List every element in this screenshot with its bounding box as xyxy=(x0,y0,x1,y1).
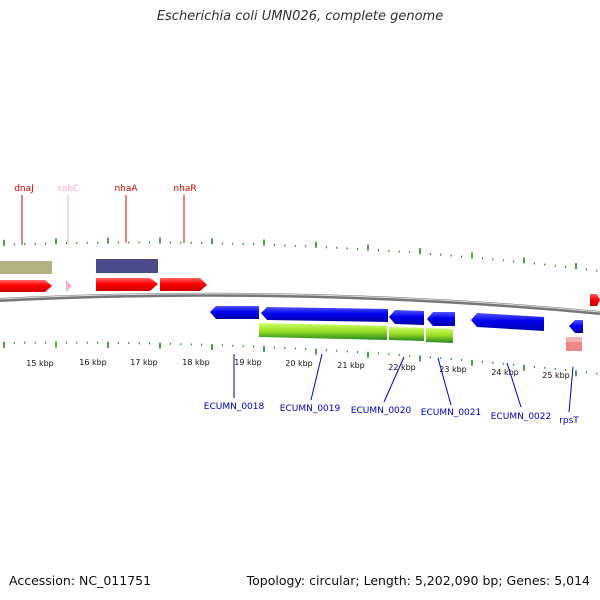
gene-ECUMN-0021-arrow[interactable] xyxy=(427,312,455,326)
lime-feature-block-1[interactable] xyxy=(259,323,387,340)
bottom-gene-labels: ECUMN_0018 ECUMN_0019 ECUMN_0020 ECUMN_0… xyxy=(204,353,579,426)
gene-label-sokC[interactable]: sokC xyxy=(57,184,79,194)
gene-dnaJ-arrow[interactable] xyxy=(0,280,52,292)
top-gene-labels: dnaJ sokC nhaA nhaR xyxy=(14,184,197,245)
leader-line xyxy=(506,362,522,408)
lime-feature-block-3[interactable] xyxy=(426,328,453,343)
gene-label-ECUMN-0020[interactable]: ECUMN_0020 xyxy=(351,406,412,416)
genome-backbone xyxy=(0,292,600,315)
lime-feature-block-2[interactable] xyxy=(389,327,424,341)
accession-text: Accession: NC_011751 xyxy=(9,573,152,588)
pink-feature-block-highlight xyxy=(566,337,582,342)
outer-tick-row xyxy=(3,237,598,272)
gene-edge-red-arrow[interactable] xyxy=(590,294,600,306)
scale-label: 17 kbp xyxy=(130,358,158,367)
leader-line xyxy=(310,353,323,401)
gene-ECUMN-0022-arrow[interactable] xyxy=(471,313,544,331)
gene-nhaR-arrow[interactable] xyxy=(160,278,207,291)
gene-sokC-arrow[interactable] xyxy=(66,280,72,292)
inner-tick-row xyxy=(3,341,598,377)
genome-summary-text: Topology: circular; Length: 5,202,090 bp… xyxy=(246,573,590,588)
leader-line xyxy=(437,357,452,406)
scale-label: 18 kbp xyxy=(182,358,210,367)
scale-label: 20 kbp xyxy=(285,359,313,368)
gene-rpsT-arrow[interactable] xyxy=(569,320,583,333)
gene-label-ECUMN-0021[interactable]: ECUMN_0021 xyxy=(421,408,481,418)
scale-label: 24 kbp xyxy=(491,368,519,377)
scale-label: 25 kbp xyxy=(542,371,570,380)
scale-label: 22 kbp xyxy=(388,363,416,372)
gene-label-nhaA[interactable]: nhaA xyxy=(114,184,138,194)
gene-label-nhaR[interactable]: nhaR xyxy=(173,184,196,194)
scale-labels: 15 kbp 16 kbp 17 kbp 18 kbp 19 kbp 20 kb… xyxy=(26,358,570,380)
gene-ECUMN-0020-arrow[interactable] xyxy=(389,310,424,325)
scale-label: 16 kbp xyxy=(79,358,107,367)
gene-ECUMN-0019-arrow[interactable] xyxy=(261,307,388,322)
scale-label: 15 kbp xyxy=(26,359,54,368)
gene-label-ECUMN-0022[interactable]: ECUMN_0022 xyxy=(491,412,551,422)
olive-feature-block[interactable] xyxy=(0,261,52,274)
scale-label: 23 kbp xyxy=(439,365,467,374)
scale-label: 19 kbp xyxy=(234,358,262,367)
genome-backbone-highlight xyxy=(0,293,600,313)
gene-nhaA-arrow[interactable] xyxy=(96,278,158,291)
leader-line xyxy=(568,366,574,413)
map-title: Escherichia coli UMN026, complete genome xyxy=(156,9,444,24)
gene-ECUMN-0018-arrow[interactable] xyxy=(210,306,259,319)
gene-label-ECUMN-0019[interactable]: ECUMN_0019 xyxy=(280,404,341,414)
gene-label-dnaJ[interactable]: dnaJ xyxy=(14,184,34,194)
leader-line xyxy=(383,356,405,403)
gene-label-ECUMN-0018[interactable]: ECUMN_0018 xyxy=(204,402,265,412)
scale-label: 21 kbp xyxy=(337,361,365,370)
gene-label-rpsT[interactable]: rpsT xyxy=(559,416,579,426)
navy-feature-block[interactable] xyxy=(96,259,158,273)
